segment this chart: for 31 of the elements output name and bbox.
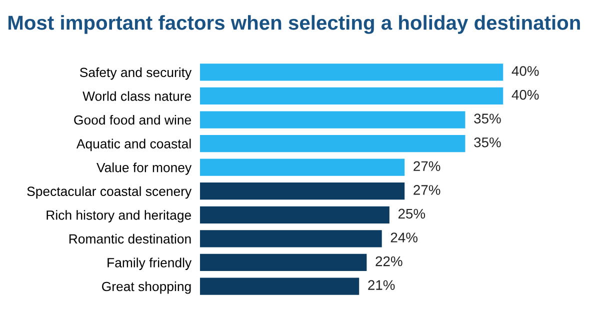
y-tick-label: Family friendly [108,258,192,270]
bar [200,111,466,128]
y-tick-label: Good food and wine [74,114,192,125]
y-tick-label: Rich history and heritage [46,210,192,222]
y-tick-label: Spectacular coastal scenery [27,186,192,199]
data-label: 35% [474,114,501,124]
bar [200,278,360,295]
y-tick-label: Value for money [96,162,192,175]
bar [200,87,504,105]
bar [200,254,367,272]
data-label: 24% [390,232,418,242]
data-label: 35% [474,137,501,148]
bar [200,182,405,200]
data-label: 27% [414,161,440,172]
data-label: 40% [512,90,539,100]
bar [200,134,466,152]
data-label: 22% [376,256,402,266]
bar [200,158,405,176]
bar [200,230,382,248]
bar [200,64,504,81]
bar [200,206,390,224]
y-tick-label: Romantic destination [69,234,191,244]
y-tick-label: Aquatic and coastal [76,138,191,152]
data-label: 40% [512,66,539,76]
y-tick-label: Great shopping [102,281,191,294]
data-label: 21% [368,280,395,290]
y-tick-label: World class nature [82,91,192,101]
data-label: 27% [414,185,440,195]
y-tick-label: Safety and security [80,67,192,80]
data-label: 25% [398,208,426,219]
chart-title: Most important factors when selecting a holiday destination [8,15,580,34]
